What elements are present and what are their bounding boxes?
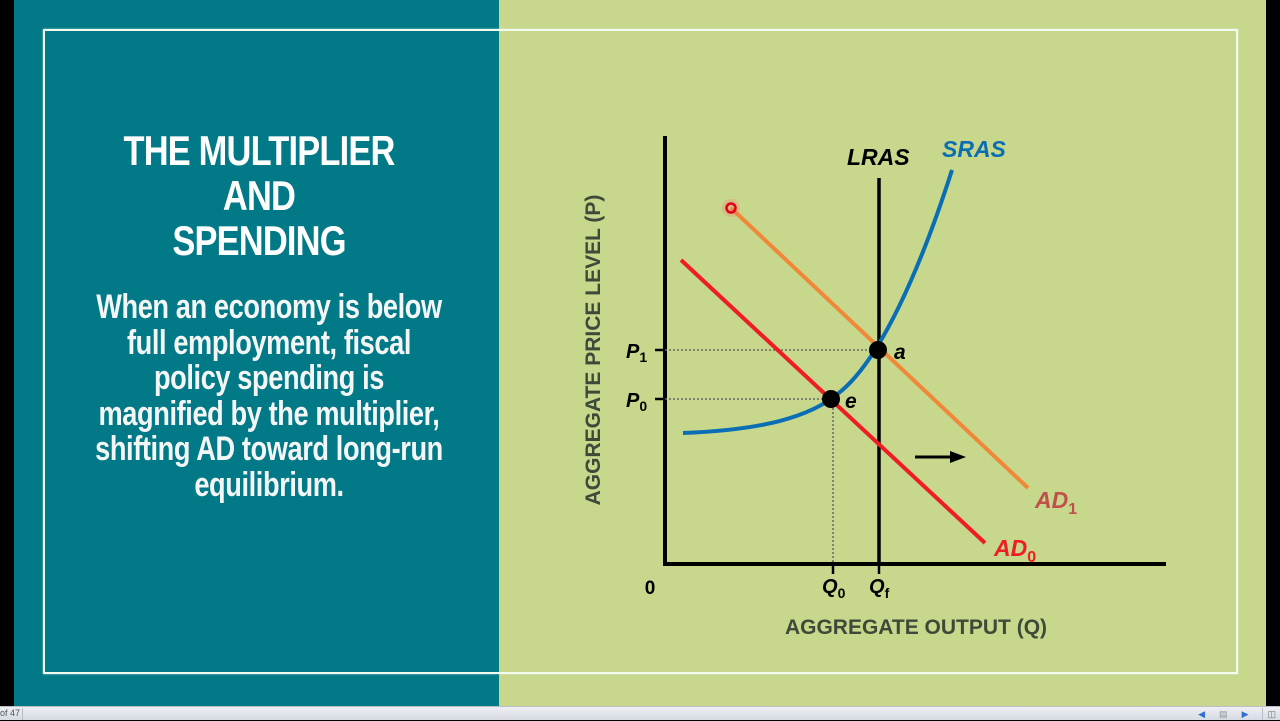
title-line-2: SPENDING: [172, 217, 346, 264]
sras-label: SRAS: [942, 136, 1007, 162]
x-axis-label: AGGREGATE OUTPUT (Q): [785, 616, 1047, 639]
point-a: [869, 341, 887, 359]
ad0-label: AD0: [993, 535, 1036, 566]
body-line: shifting AD toward long-run: [95, 430, 443, 468]
previous-slide-icon[interactable]: ◀: [1198, 709, 1206, 719]
slide: THE MULTIPLIER AND SPENDING When an econ…: [14, 0, 1266, 706]
notes-icon[interactable]: ▤: [1219, 709, 1228, 719]
body-line: full employment, fiscal: [126, 323, 412, 362]
body-line: equilibrium.: [194, 465, 344, 504]
ad-as-chart: AGGREGATE PRICE LEVEL (P) AGGREGATE OUTP…: [582, 136, 1166, 639]
shift-arrow-icon: [915, 451, 966, 463]
left-panel: THE MULTIPLIER AND SPENDING When an econ…: [14, 0, 499, 706]
laser-pointer-icon: [722, 199, 740, 217]
p0-label: P0: [626, 390, 647, 414]
p1-label: P1: [626, 341, 647, 365]
slide-navigation: ◀ ▤ ▶ ◫: [1198, 707, 1280, 721]
body-line: magnified by the multiplier,: [98, 394, 440, 433]
lras-label: LRAS: [847, 144, 910, 170]
sras-curve: [682, 169, 954, 435]
body-line: When an economy is below: [96, 288, 442, 326]
qf-label: Qf: [869, 576, 890, 601]
y-axis-label: AGGREGATE PRICE LEVEL (P): [582, 195, 605, 506]
ad1-label: AD1: [1034, 487, 1077, 518]
point-e: [822, 390, 840, 408]
origin-label: 0: [645, 578, 656, 599]
body-line: policy spending is: [153, 359, 385, 397]
slide-counter: of 47: [0, 708, 21, 718]
point-a-label: a: [894, 341, 906, 364]
status-divider: [22, 708, 23, 720]
next-slide-icon[interactable]: ▶: [1241, 709, 1249, 719]
title-line-1: THE MULTIPLIER AND: [123, 127, 395, 219]
point-e-label: e: [845, 390, 857, 413]
normal-view-icon[interactable]: ◫: [1262, 708, 1276, 720]
slide-title: THE MULTIPLIER AND SPENDING: [91, 128, 427, 263]
slide-body-text: When an economy is below full employment…: [81, 288, 457, 504]
q0-label: Q0: [822, 576, 846, 601]
status-bar: of 47 ◀ ▤ ▶ ◫: [0, 706, 1280, 720]
